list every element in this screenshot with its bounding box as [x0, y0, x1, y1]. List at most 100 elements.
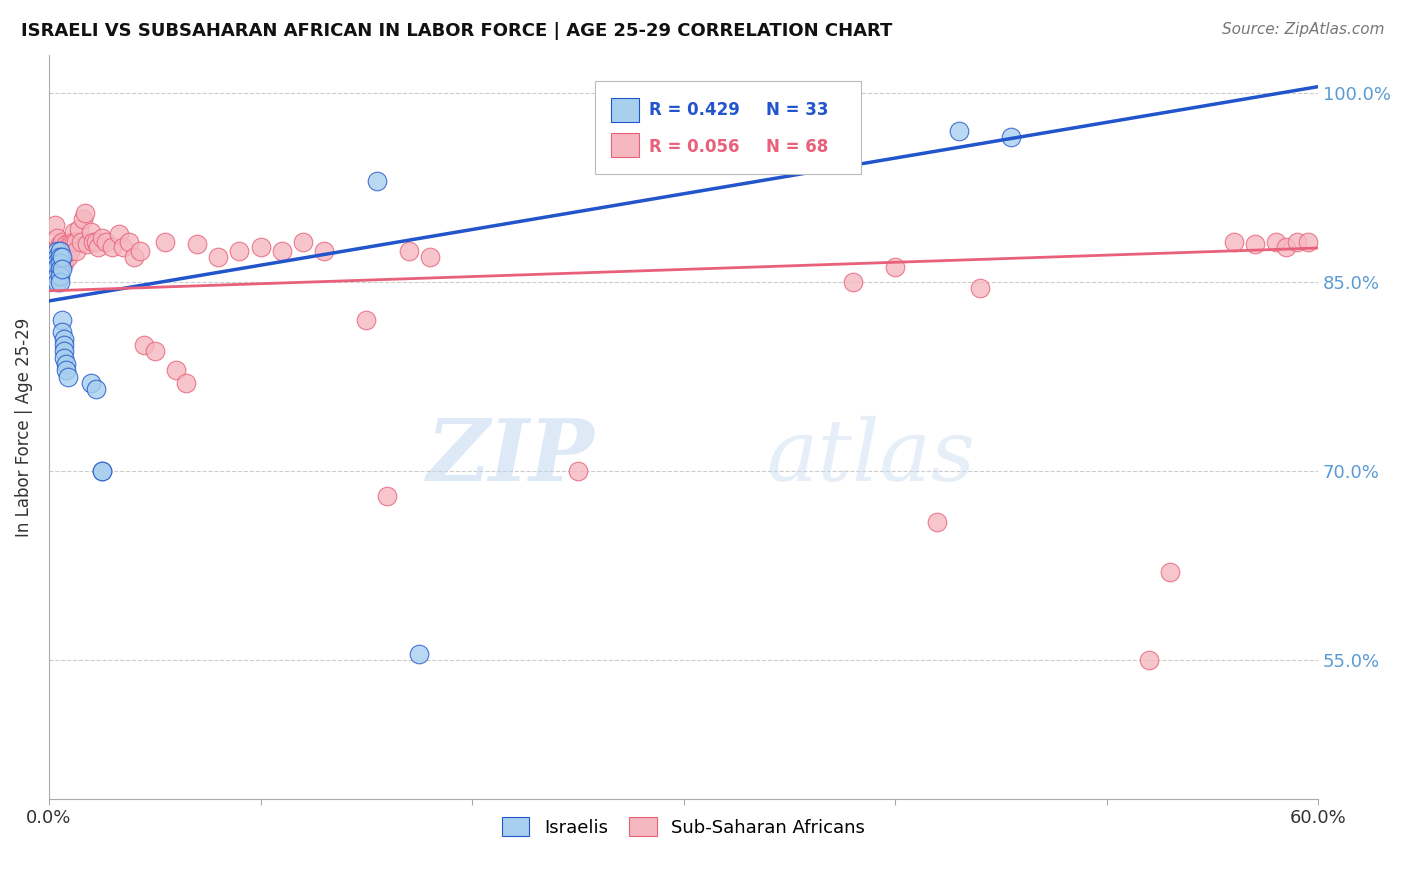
Point [60, 235, 83, 249]
Point [46, 255, 69, 269]
Point [65, 244, 87, 258]
Point [143, 344, 166, 359]
Point [56, 244, 79, 258]
Point [52, 256, 75, 270]
Point [377, 489, 399, 503]
Point [56, 250, 79, 264]
Point [1137, 653, 1160, 667]
Point [228, 244, 250, 258]
Point [51, 313, 73, 327]
Point [186, 237, 208, 252]
Point [1222, 235, 1244, 249]
Point [129, 244, 152, 258]
Text: R = 0.429: R = 0.429 [650, 101, 740, 120]
Point [842, 275, 865, 289]
Point [94, 235, 117, 249]
Point [52, 250, 75, 264]
Point [419, 250, 441, 264]
Point [55, 357, 77, 371]
Point [55, 237, 77, 252]
Point [67, 222, 90, 236]
Point [48, 247, 70, 261]
Point [207, 250, 229, 264]
Point [107, 227, 129, 241]
Point [1000, 130, 1022, 145]
Point [48, 244, 70, 258]
Point [48, 240, 70, 254]
Point [55, 244, 77, 258]
Point [1296, 235, 1319, 249]
Point [73, 205, 96, 219]
Point [51, 250, 73, 264]
Text: Source: ZipAtlas.com: Source: ZipAtlas.com [1222, 22, 1385, 37]
Point [165, 363, 187, 377]
Bar [612, 98, 640, 122]
Point [63, 225, 86, 239]
Point [44, 252, 66, 267]
Point [80, 225, 103, 239]
Point [312, 244, 335, 258]
Point [408, 647, 430, 661]
Point [1243, 237, 1265, 252]
Point [90, 231, 112, 245]
Point [567, 464, 589, 478]
Point [46, 268, 69, 283]
FancyBboxPatch shape [595, 81, 862, 174]
Point [1159, 565, 1181, 579]
Text: atlas: atlas [766, 416, 976, 498]
Point [84, 382, 107, 396]
Point [270, 244, 292, 258]
Point [80, 376, 103, 390]
Point [46, 244, 69, 258]
Point [46, 250, 69, 264]
Point [59, 235, 82, 249]
Point [52, 244, 75, 258]
Point [44, 219, 66, 233]
Point [48, 237, 70, 252]
Point [59, 244, 82, 258]
Point [69, 235, 91, 249]
Point [52, 344, 75, 359]
Point [44, 250, 66, 264]
Point [969, 281, 991, 295]
Point [51, 244, 73, 258]
Point [52, 332, 75, 346]
Point [52, 338, 75, 352]
Point [46, 231, 69, 245]
Point [118, 235, 141, 249]
Point [48, 250, 70, 264]
Point [46, 250, 69, 264]
Point [51, 235, 73, 249]
Point [86, 240, 108, 254]
Text: N = 68: N = 68 [766, 137, 828, 155]
Point [155, 235, 177, 249]
Point [48, 268, 70, 283]
Point [291, 235, 314, 249]
Point [48, 262, 70, 277]
Point [48, 275, 70, 289]
Legend: Israelis, Sub-Saharan Africans: Israelis, Sub-Saharan Africans [494, 808, 875, 846]
Point [55, 363, 77, 377]
Point [46, 260, 69, 274]
Point [1285, 235, 1308, 249]
Point [398, 244, 420, 258]
Point [84, 235, 107, 249]
Point [52, 351, 75, 365]
Point [948, 124, 970, 138]
Point [63, 235, 86, 249]
Point [82, 235, 104, 249]
Point [48, 256, 70, 270]
Point [101, 240, 124, 254]
Point [51, 326, 73, 340]
Point [884, 260, 907, 274]
Text: N = 33: N = 33 [766, 101, 828, 120]
Point [90, 464, 112, 478]
Point [51, 262, 73, 277]
Point [76, 237, 98, 252]
Text: ISRAELI VS SUBSAHARAN AFRICAN IN LABOR FORCE | AGE 25-29 CORRELATION CHART: ISRAELI VS SUBSAHARAN AFRICAN IN LABOR F… [21, 22, 893, 40]
Point [122, 250, 145, 264]
Point [90, 464, 112, 478]
Point [356, 313, 378, 327]
Text: ZIP: ZIP [427, 415, 595, 499]
Point [111, 240, 134, 254]
